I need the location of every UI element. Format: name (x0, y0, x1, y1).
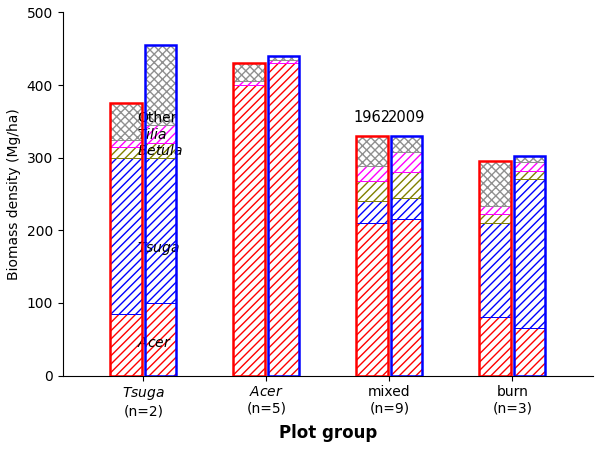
Bar (356, 201, 388, 223)
Bar (110, 140, 142, 147)
Bar (356, 167, 388, 181)
Bar (145, 45, 176, 375)
X-axis label: Plot group: Plot group (279, 424, 377, 442)
Bar (145, 45, 176, 125)
Bar (479, 206, 511, 214)
Bar (233, 85, 265, 375)
Bar (479, 317, 511, 375)
Bar (514, 171, 545, 180)
Bar (268, 56, 299, 60)
Bar (514, 162, 545, 171)
Bar (110, 147, 142, 158)
Text: 2009: 2009 (388, 110, 425, 125)
Bar (391, 136, 422, 375)
Bar (479, 214, 511, 223)
Bar (514, 156, 545, 162)
Bar (479, 223, 511, 317)
Bar (145, 303, 176, 375)
Text: $\it{Tsuga}$: $\it{Tsuga}$ (137, 240, 180, 257)
Bar (356, 136, 388, 375)
Bar (268, 56, 299, 375)
Bar (391, 136, 422, 152)
Bar (110, 314, 142, 375)
Text: 1962: 1962 (353, 110, 391, 125)
Bar (268, 60, 299, 63)
Text: $\it{Acer}$: $\it{Acer}$ (137, 336, 172, 350)
Bar (233, 63, 265, 81)
Bar (514, 156, 545, 375)
Bar (514, 180, 545, 328)
Bar (391, 172, 422, 198)
Y-axis label: Biomass density (Mg/ha): Biomass density (Mg/ha) (7, 108, 21, 280)
Bar (356, 136, 388, 167)
Bar (356, 181, 388, 201)
Bar (145, 158, 176, 303)
Text: Other: Other (137, 111, 176, 125)
Bar (110, 103, 142, 140)
Bar (391, 152, 422, 172)
Bar (110, 158, 142, 314)
Bar (356, 223, 388, 375)
Bar (391, 220, 422, 375)
Text: $\it{Tilia}$: $\it{Tilia}$ (137, 127, 166, 142)
Bar (110, 103, 142, 375)
Bar (145, 125, 176, 143)
Bar (391, 198, 422, 220)
Text: $\it{Betula}$: $\it{Betula}$ (137, 143, 182, 158)
Bar (145, 143, 176, 158)
Bar (268, 63, 299, 375)
Bar (479, 161, 511, 375)
Bar (233, 81, 265, 85)
Bar (233, 63, 265, 375)
Bar (479, 161, 511, 206)
Bar (514, 328, 545, 375)
